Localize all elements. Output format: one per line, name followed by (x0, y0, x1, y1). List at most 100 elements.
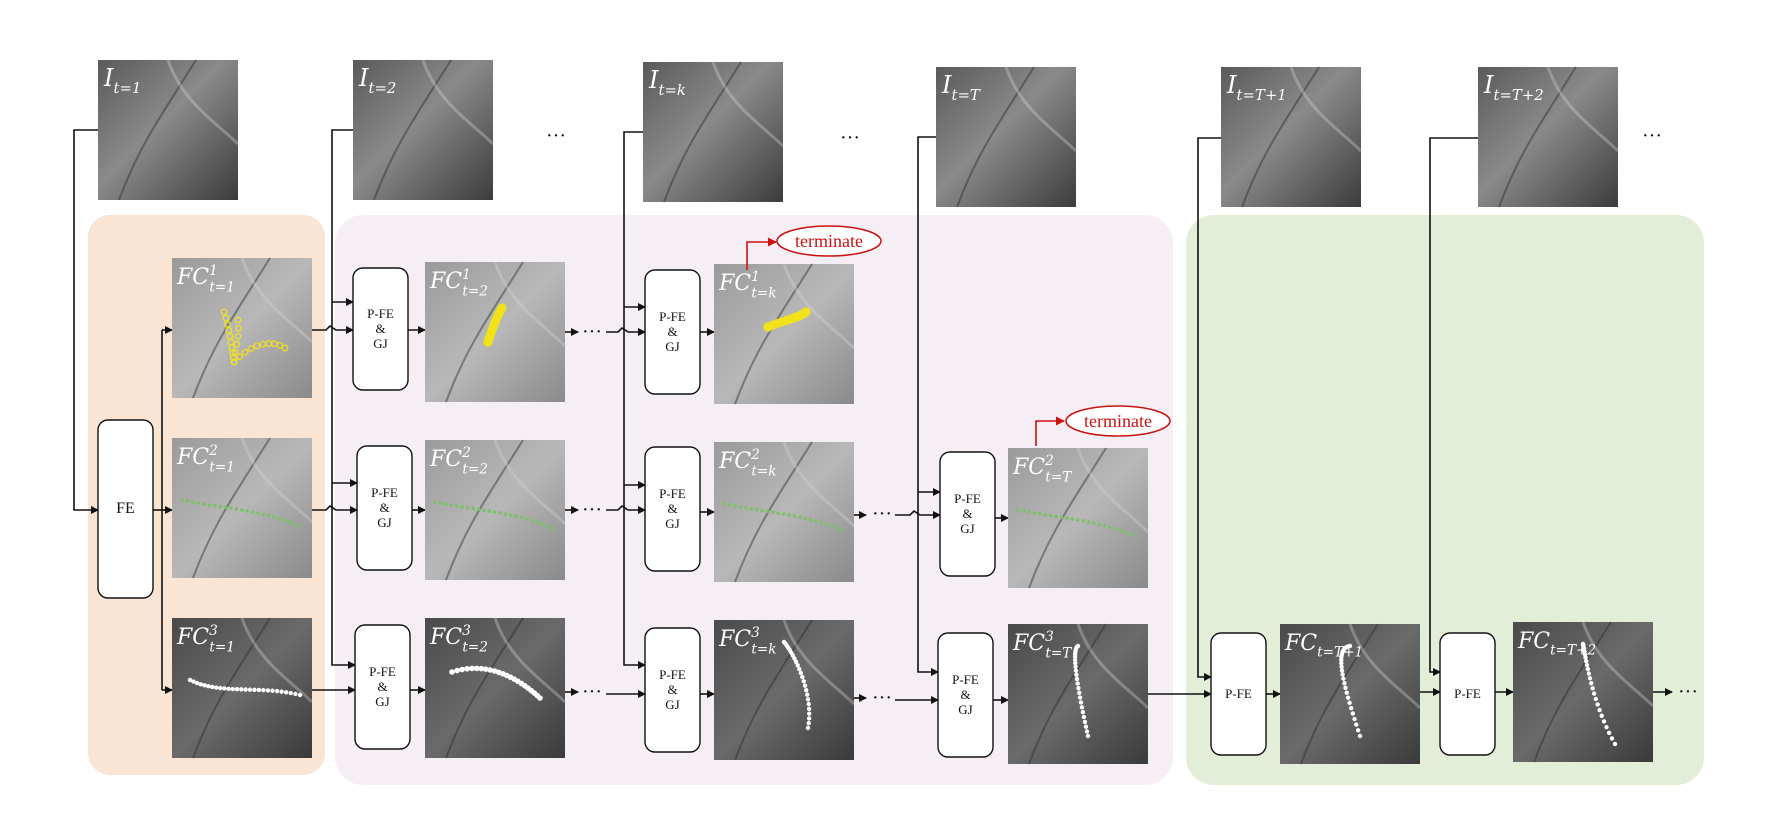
track1-crop-label: FC1 t=2 (429, 267, 488, 300)
track1-dots (763, 307, 811, 332)
svg-text:GJ: GJ (373, 336, 387, 351)
ellipsis: ··· (582, 499, 602, 521)
svg-text:&: & (667, 501, 677, 516)
input-frame-image (1221, 66, 1363, 208)
input-frame-label: It=T+2 (1483, 71, 1544, 104)
track3-crop-label: FC3 t=T (1012, 629, 1072, 662)
track3-dots (1339, 643, 1363, 739)
svg-text:P-FE: P-FE (367, 306, 394, 321)
connector (331, 129, 356, 669)
input-frame-image (936, 66, 1078, 208)
input-frame-image (643, 61, 785, 203)
track3-crop-image (425, 617, 567, 759)
track1-crop-label: FC1 t=k (718, 269, 777, 302)
svg-text:&: & (377, 679, 387, 694)
track3-crop-label: FC3 t=k (718, 625, 777, 658)
connector (606, 504, 646, 514)
pfe-gj-box: P-FE&GJ (352, 267, 409, 391)
svg-text:&: & (379, 500, 389, 515)
input-frame-label: It=2 (358, 64, 396, 97)
track3-dots (449, 665, 543, 701)
track2-crop-label: FC2 t=T (1012, 453, 1072, 486)
svg-text:P-FE: P-FE (1454, 686, 1481, 701)
connector (312, 504, 358, 514)
track2-crop-image (714, 441, 856, 583)
ellipsis: ··· (546, 125, 566, 147)
svg-text:P-FE: P-FE (952, 672, 979, 687)
merged-crop-label: FCt=T+1 (1284, 631, 1363, 661)
track3-dots (781, 639, 812, 731)
track1-dots (230, 316, 242, 366)
connector (606, 326, 646, 336)
connector (1429, 137, 1478, 676)
svg-text:GJ: GJ (377, 515, 391, 530)
merged-crop-image (1513, 621, 1655, 763)
track1-crop-label: FC1 t=1 (176, 263, 235, 296)
track2-dots (1016, 508, 1138, 538)
svg-text:P-FE: P-FE (659, 309, 686, 324)
connector (312, 324, 354, 334)
track3-crop-label: FC3 t=1 (176, 623, 235, 656)
svg-text:GJ: GJ (665, 697, 679, 712)
track2-crop-image (172, 437, 314, 579)
merged-crop-label: FCt=T+2 (1517, 629, 1596, 659)
svg-text:P-FE: P-FE (659, 486, 686, 501)
label-layer: It=1 It=2 It=k It=T It=T+1 It=T+2 FC1 t=1 FC1 t=2… (103, 64, 1698, 709)
track3-dots (1072, 643, 1091, 739)
connector-lines (73, 129, 1673, 704)
ellipsis: ··· (840, 127, 860, 149)
svg-text:&: & (962, 506, 972, 521)
svg-text:&: & (960, 687, 970, 702)
ellipsis: ··· (872, 503, 892, 525)
track3-dots (187, 677, 303, 698)
pfe-gj-box: P-FE&GJ (937, 632, 994, 758)
track1-dots (230, 340, 289, 366)
pfe-gj-box: P-FE&GJ (356, 445, 413, 571)
track1-dots (483, 303, 507, 347)
input-frame-label: It=T+1 (1226, 71, 1287, 104)
track1-crop-image (172, 257, 314, 399)
svg-text:GJ: GJ (665, 516, 679, 531)
terminate-marker-track2: terminate (1035, 405, 1171, 446)
svg-text:P-FE: P-FE (369, 664, 396, 679)
svg-text:P-FE: P-FE (659, 667, 686, 682)
input-frame-image (1478, 66, 1620, 208)
input-frame-label: It=T (941, 71, 981, 104)
track2-crop-label: FC2 t=2 (429, 445, 488, 478)
svg-text:P-FE: P-FE (954, 491, 981, 506)
track2-crop-label: FC2 t=1 (176, 443, 235, 476)
input-frame-label: It=k (648, 66, 686, 99)
box-layer: FEP-FE&GJP-FE&GJP-FE&GJP-FE&GJP-FE&GJP-F… (97, 267, 1496, 758)
pfe-gj-box: P-FE&GJ (939, 451, 996, 577)
ellipsis: ··· (582, 681, 602, 703)
svg-text:GJ: GJ (375, 694, 389, 709)
pfe-gj-box: P-FE&GJ (644, 446, 701, 572)
svg-text:FE: FE (116, 500, 135, 517)
connector (917, 136, 939, 676)
svg-text:GJ: GJ (960, 521, 974, 536)
connector (895, 509, 941, 519)
fe-box: FE (97, 419, 154, 599)
connector (1197, 137, 1221, 681)
pfe-gj-box: P-FE&GJ (354, 624, 411, 750)
pfe-box: P-FE (1439, 632, 1496, 756)
track2-dots (180, 498, 302, 528)
input-frame-image (353, 59, 495, 201)
svg-text:&: & (667, 682, 677, 697)
svg-text:&: & (375, 321, 385, 336)
track1-crop-image (714, 263, 856, 405)
ellipsis: ··· (1678, 681, 1698, 703)
svg-text:P-FE: P-FE (371, 485, 398, 500)
track3-dots (1580, 641, 1618, 747)
pfe-gj-box: P-FE&GJ (644, 269, 701, 395)
svg-text:terminate: terminate (795, 231, 863, 251)
terminate-marker-track1: terminate (746, 225, 882, 270)
ellipsis: ··· (1642, 125, 1662, 147)
track2-crop-label: FC2 t=k (718, 447, 777, 480)
connector (623, 131, 646, 669)
track2-dots (722, 502, 844, 532)
input-frame-image (98, 59, 240, 201)
svg-text:P-FE: P-FE (1225, 686, 1252, 701)
pfe-gj-box: P-FE&GJ (644, 627, 701, 753)
